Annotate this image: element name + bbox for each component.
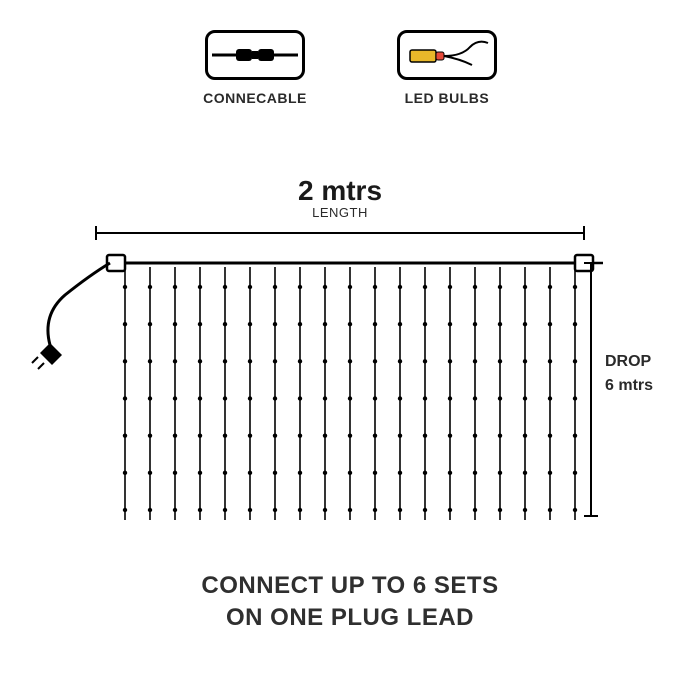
led-label: LED BULBS <box>405 90 490 106</box>
drop-label: DROP <box>605 353 651 370</box>
footer-text: CONNECT UP TO 6 SETS ON ONE PLUG LEAD <box>0 570 700 635</box>
footer-line1: CONNECT UP TO 6 SETS <box>201 572 498 599</box>
connectable-label: CONNECABLE <box>203 90 307 106</box>
drop-bar <box>590 262 592 517</box>
connectable-icon <box>205 30 305 80</box>
footer-line2: ON ONE PLUG LEAD <box>226 604 474 631</box>
feature-connectable: CONNECABLE <box>203 30 307 106</box>
length-value: 2 mtrs <box>120 175 560 207</box>
length-bar <box>95 232 585 234</box>
length-label: LENGTH <box>120 205 560 220</box>
feature-row: CONNECABLE LED BULBS <box>0 30 700 106</box>
led-bulbs-icon <box>397 30 497 80</box>
feature-led: LED BULBS <box>397 30 497 106</box>
curtain-diagram <box>20 245 620 545</box>
drop-dimension: DROP 6 mtrs <box>605 350 685 398</box>
drop-value: 6 mtrs <box>605 377 653 394</box>
length-dimension: 2 mtrs LENGTH <box>120 175 560 220</box>
